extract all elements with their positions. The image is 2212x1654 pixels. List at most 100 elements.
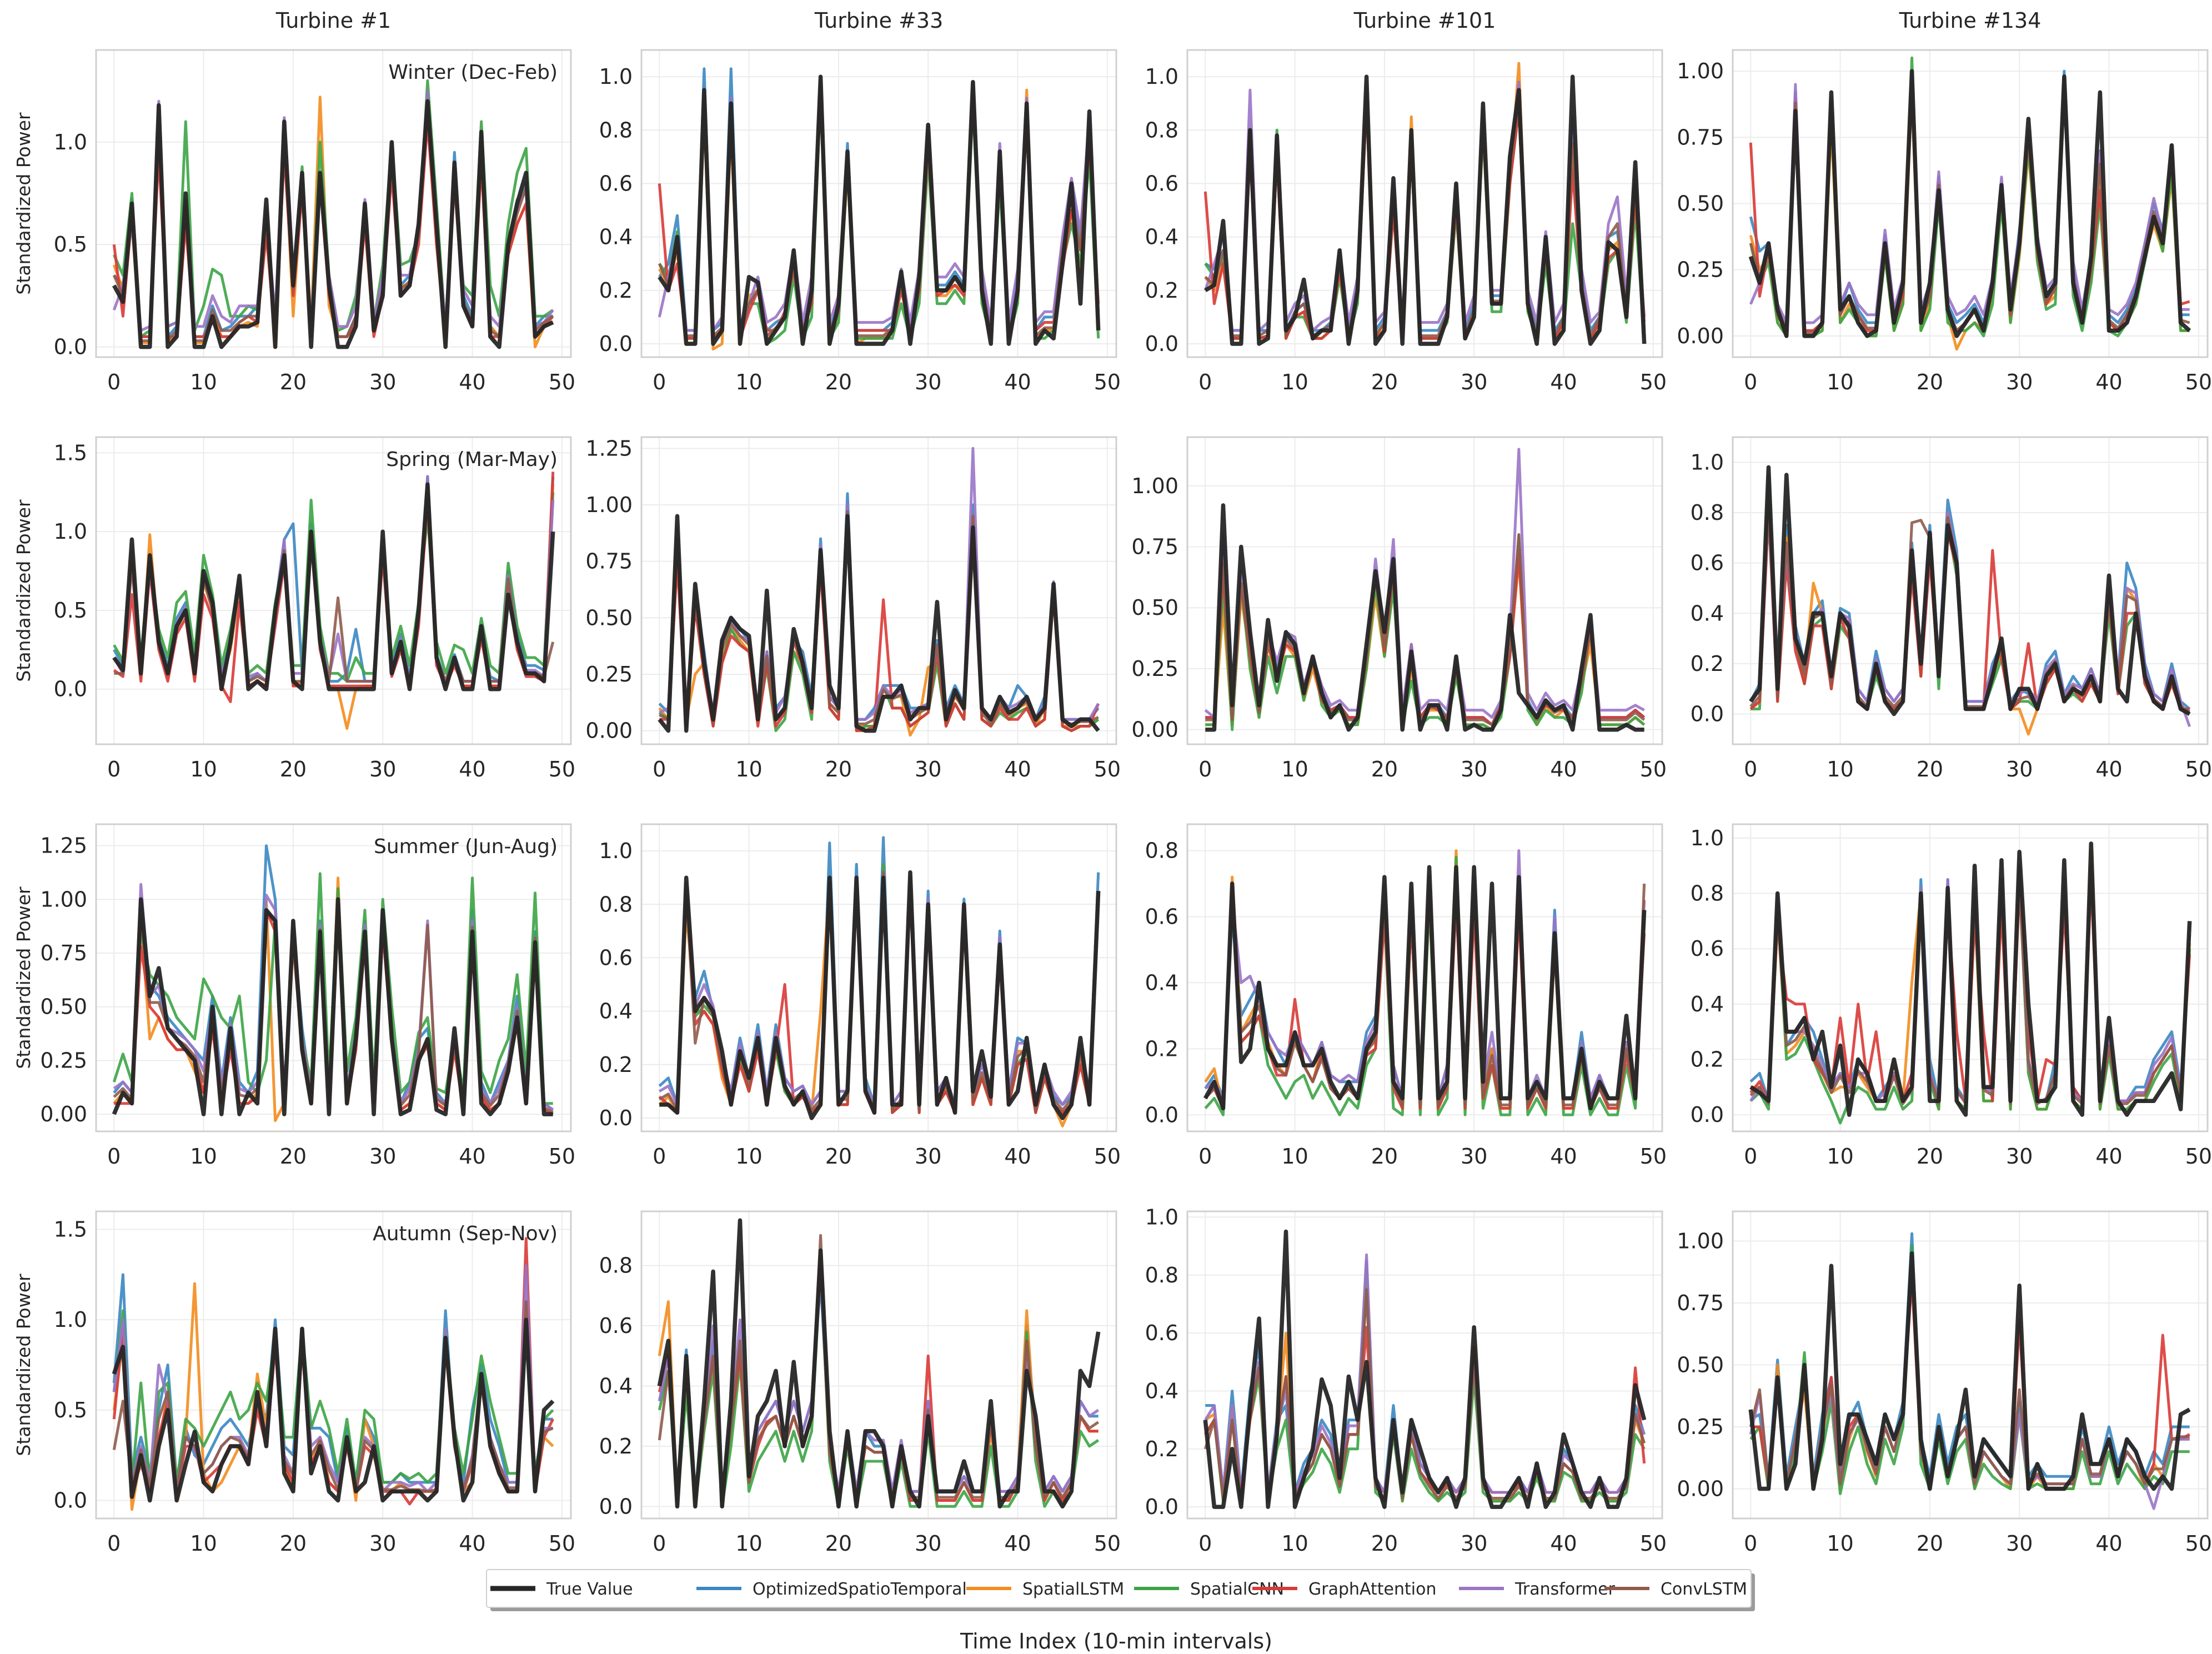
y-tick-label: 0.25 <box>40 1048 87 1072</box>
subplot-r2-c3: 0 10 20 30 40 50 0.00 0.25 0.50 0.75 1.00 <box>1131 436 1667 781</box>
y-tick-label: 0.2 <box>1691 1047 1724 1071</box>
x-tick-label: 10 <box>735 757 762 781</box>
series-line-spatialcnn <box>112 1309 554 1484</box>
x-tick-label: 0 <box>1198 1531 1212 1556</box>
series-line-true-value <box>1748 1251 2191 1491</box>
y-tick-label: 0.0 <box>54 335 87 359</box>
x-tick-label: 20 <box>1371 1144 1398 1169</box>
x-tick-label: 50 <box>1640 1144 1667 1169</box>
x-tick-label: 30 <box>915 1531 941 1556</box>
series-line-true-value <box>1204 74 1647 346</box>
x-tick-label: 10 <box>1281 370 1308 394</box>
series-line-convlstm <box>658 1234 1100 1499</box>
y-tick-label: 0.6 <box>1145 904 1178 929</box>
column-title: Turbine #134 <box>1899 8 2042 33</box>
x-tick-label: 10 <box>1827 757 1853 781</box>
y-tick-label: 0.50 <box>1131 595 1178 620</box>
x-tick-label: 40 <box>1004 1144 1031 1169</box>
y-tick-label: 0.6 <box>599 945 633 970</box>
y-tick-label: 1.0 <box>54 130 87 154</box>
x-tick-label: 10 <box>735 370 762 394</box>
y-axis-label: Standardized Power <box>13 499 34 682</box>
y-tick-label: 1.0 <box>1691 826 1724 850</box>
x-tick-label: 20 <box>825 1531 852 1556</box>
plot-frame <box>95 823 572 1132</box>
legend-label: True Value <box>546 1580 633 1599</box>
x-tick-label: 30 <box>1461 757 1487 781</box>
series-line-true-value <box>112 482 555 691</box>
subplot-r3-c2: 0 10 20 30 40 50 0.0 0.2 0.4 0.6 0.8 1.0 <box>599 823 1121 1169</box>
x-tick-label: 20 <box>1917 370 1943 394</box>
legend-label: ConvLSTM <box>1661 1580 1747 1599</box>
y-tick-label: 0.6 <box>599 1314 633 1338</box>
y-tick-label: 0.75 <box>1131 535 1178 559</box>
y-tick-label: 1.25 <box>40 834 87 858</box>
y-tick-label: 0.8 <box>599 1254 633 1278</box>
x-tick-label: 0 <box>1744 370 1757 394</box>
x-tick-label: 0 <box>1198 370 1212 394</box>
x-tick-label: 20 <box>1917 1531 1943 1556</box>
x-tick-label: 0 <box>107 370 121 394</box>
y-tick-label: 0.2 <box>599 1434 633 1458</box>
y-tick-label: 0.8 <box>599 118 633 142</box>
y-tick-label: 0.6 <box>1691 936 1724 961</box>
y-tick-label: 0.4 <box>599 1374 633 1398</box>
y-axis-label: Standardized Power <box>13 112 34 295</box>
series-line-true-value <box>1749 465 2191 716</box>
y-tick-label: 1.00 <box>585 493 633 517</box>
series-line-spatialcnn <box>1204 1267 1646 1503</box>
subplot-r4-c2: 0 10 20 30 40 50 0.0 0.2 0.4 0.6 0.8 <box>599 1210 1121 1556</box>
y-tick-label: 1.0 <box>599 64 633 89</box>
plot-frame <box>1186 49 1663 358</box>
x-tick-label: 30 <box>369 757 396 781</box>
x-tick-label: 0 <box>1198 757 1212 781</box>
subplot-r3-c4: 0 10 20 30 40 50 0.0 0.2 0.4 0.6 0.8 1.0 <box>1691 823 2212 1169</box>
x-tick-label: 0 <box>653 1144 666 1169</box>
y-tick-label: 0.8 <box>1145 1263 1178 1287</box>
y-tick-label: 0.0 <box>1145 332 1178 356</box>
plot-frame <box>1732 823 2209 1132</box>
series-line-true-value <box>1205 503 1644 732</box>
x-tick-label: 10 <box>190 370 217 394</box>
x-tick-label: 40 <box>1004 1531 1031 1556</box>
plot-frame <box>95 1210 572 1520</box>
column-title: Turbine #33 <box>814 8 944 33</box>
plot-area <box>1187 437 1662 744</box>
series-line-true-value <box>1203 1229 1647 1509</box>
legend-label: OptimizedSpatioTemporal <box>753 1580 967 1599</box>
y-tick-label: 0.8 <box>1691 881 1724 906</box>
y-tick-label: 0.6 <box>599 171 633 196</box>
series-line-true-value <box>657 1218 1101 1509</box>
y-tick-label: 1.00 <box>40 887 87 911</box>
plot-area <box>641 437 1116 744</box>
y-tick-label: 0.4 <box>1145 970 1178 995</box>
x-tick-label: 30 <box>369 1144 396 1169</box>
plot-area <box>96 437 571 744</box>
series-line-true-value <box>658 74 1101 346</box>
y-tick-label: 1.0 <box>1145 1205 1178 1229</box>
y-tick-label: 0.4 <box>599 999 633 1024</box>
x-tick-label: 50 <box>2185 370 2212 394</box>
y-tick-label: 1.0 <box>54 519 87 544</box>
series-line-true-value <box>112 99 554 349</box>
x-tick-label: 0 <box>653 757 666 781</box>
y-tick-label: 0.6 <box>1145 1321 1178 1345</box>
x-tick-label: 10 <box>1827 1531 1853 1556</box>
x-tick-label: 10 <box>1827 370 1853 394</box>
y-tick-label: 0.0 <box>54 677 87 701</box>
series-line-true-value <box>658 514 1100 733</box>
y-tick-label: 0.4 <box>599 225 633 249</box>
y-tick-label: 0.0 <box>599 332 633 356</box>
y-tick-label: 0.25 <box>1677 1415 1724 1439</box>
y-tick-label: 1.0 <box>1691 450 1724 474</box>
x-tick-label: 50 <box>1640 757 1667 781</box>
x-tick-label: 0 <box>1198 1144 1212 1169</box>
x-tick-label: 40 <box>2095 1531 2122 1556</box>
y-tick-label: 1.5 <box>54 440 87 465</box>
x-tick-label: 50 <box>549 1144 575 1169</box>
x-tick-label: 0 <box>1744 1144 1757 1169</box>
y-tick-label: 0.25 <box>585 662 633 686</box>
series-line-true-value <box>1749 841 2192 1117</box>
y-tick-label: 1.0 <box>599 839 633 863</box>
